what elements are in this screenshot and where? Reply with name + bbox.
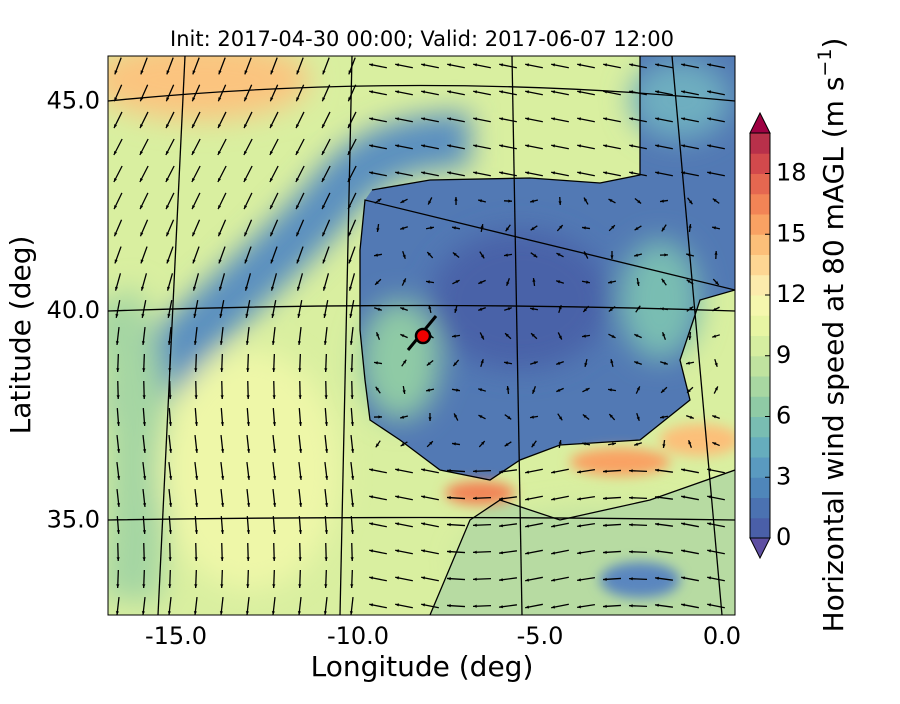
colorbar-band [750, 498, 770, 519]
x-axis-label: Longitude (deg) [311, 650, 534, 683]
colorbar-tick-label: 15 [776, 219, 807, 247]
colorbar-band [750, 214, 770, 235]
colorbar-label: Horizontal wind speed at 80 mAGL (m s−1) [814, 38, 851, 633]
colorbar-label-exponent: −1 [814, 49, 836, 77]
map-field [90, 40, 740, 615]
colorbar-label-text: Horizontal wind speed at 80 mAGL (m s [817, 77, 850, 633]
map-title: Init: 2017-04-30 00:00; Valid: 2017-06-0… [170, 27, 674, 51]
site-marker [416, 329, 430, 343]
colorbar-band [750, 174, 770, 195]
colorbar-tick-label: 3 [776, 462, 791, 490]
colorbar-tick-label: 12 [776, 280, 807, 308]
colorbar-under [750, 538, 770, 558]
colorbar-band [750, 275, 770, 296]
colorbar-band [750, 153, 770, 174]
colorbar-band [750, 194, 770, 215]
colorbar-band [750, 255, 770, 276]
x-tick-label: 0.0 [703, 622, 741, 650]
colorbar-over [750, 113, 770, 133]
colorbar-band [750, 477, 770, 498]
colorbar: 0 3 6 9 12 15 18 [750, 113, 807, 558]
colorbar-tick-label: 18 [776, 159, 807, 187]
colorbar-tick-label: 6 [776, 402, 791, 430]
colorbar-band [750, 457, 770, 478]
colorbar-band [750, 356, 770, 377]
y-tick-label: 35.0 [47, 506, 100, 534]
y-tick-label: 45.0 [47, 87, 100, 115]
colorbar-tick-label: 0 [776, 523, 791, 551]
colorbar-band [750, 295, 770, 316]
colorbar-label-end: ) [817, 38, 850, 49]
colorbar-band [750, 437, 770, 458]
x-tick-label: -10.0 [327, 622, 389, 650]
colorbar-tick-label: 9 [776, 341, 791, 369]
colorbar-band [750, 336, 770, 357]
colorbar-band [750, 234, 770, 255]
colorbar-band [750, 417, 770, 438]
colorbar-band [750, 518, 770, 539]
x-tick-label: -5.0 [517, 622, 564, 650]
colorbar-band [750, 315, 770, 336]
x-tick-label: -15.0 [145, 622, 207, 650]
y-axis-label: Latitude (deg) [4, 236, 37, 435]
colorbar-band [750, 376, 770, 397]
y-tick-label: 40.0 [47, 296, 100, 324]
colorbar-band [750, 133, 770, 154]
colorbar-band [750, 396, 770, 417]
